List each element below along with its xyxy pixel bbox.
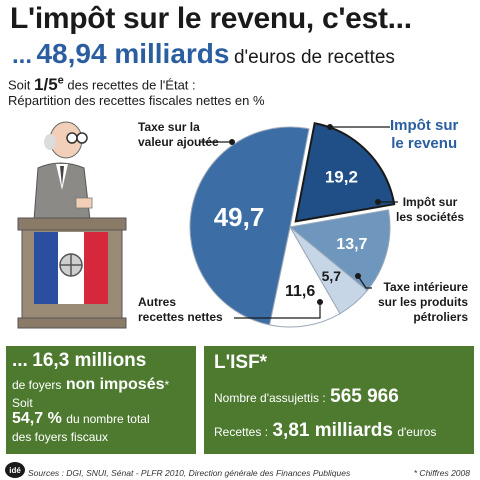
label-is: Impôt sur les sociétés bbox=[396, 195, 464, 225]
headline-prefix: ... bbox=[12, 42, 33, 69]
pie-values: 19,2 13,7 5,7 11,6 49,7 bbox=[214, 168, 368, 300]
ide-logo-bg bbox=[5, 462, 25, 478]
non-taxed-star: * bbox=[164, 378, 170, 392]
label-ir-line2: le revenu bbox=[391, 135, 458, 152]
taxpayer-hand bbox=[75, 197, 93, 209]
pie-value-2: 5,7 bbox=[322, 268, 342, 284]
flag-blue-band bbox=[34, 232, 58, 304]
ide-logo: idé bbox=[5, 462, 25, 478]
non-taxed-box: ... 16,3 millions de foyers non imposés*… bbox=[6, 346, 196, 454]
label-tipp-line1: Taxe intérieure bbox=[383, 280, 468, 294]
share-fraction-num: 1/5 bbox=[34, 74, 58, 94]
leader-dot-tipp bbox=[355, 273, 361, 279]
label-is-line2: les sociétés bbox=[396, 210, 465, 224]
leader-autres bbox=[234, 302, 321, 319]
label-tva-line1: Taxe sur la bbox=[138, 120, 200, 134]
ide-logo-text: idé bbox=[9, 466, 21, 475]
label-tipp-line3: pétroliers bbox=[413, 310, 468, 324]
taxpayer-hair bbox=[44, 134, 56, 150]
share-line: Soit 1/5e des recettes de l'État : bbox=[8, 74, 196, 95]
non-taxed-line2: de foyers non imposés* bbox=[12, 376, 169, 394]
isf-recettes-unit: d'euros bbox=[397, 425, 437, 439]
pie-value-1: 13,7 bbox=[336, 236, 367, 253]
isf-recettes: Recettes : 3,81 milliards d'euros bbox=[214, 420, 436, 442]
isf-assujettis-value: 565 966 bbox=[330, 386, 399, 407]
non-taxed-line4a: du nombre total bbox=[66, 412, 150, 426]
share-suffix: des recettes de l'État : bbox=[67, 77, 196, 93]
source-text: Sources : DGI, SNUI, Sénat - PLFR 2010, … bbox=[28, 468, 351, 478]
isf-assujettis: Nombre d'assujettis : 565 966 bbox=[214, 386, 399, 408]
share-prefix: Soit bbox=[8, 77, 31, 93]
headline-suffix: d'euros de recettes bbox=[233, 47, 395, 68]
isf-box: L'ISF* Nombre d'assujettis : 565 966 Rec… bbox=[204, 346, 474, 454]
non-taxed-line3: Soit bbox=[12, 396, 33, 410]
page-title: L'impôt sur le revenu, c'est... bbox=[10, 2, 412, 35]
non-taxed-line4: 54,7 % du nombre total bbox=[12, 410, 150, 428]
non-taxed-count: 16,3 millions bbox=[32, 350, 147, 371]
label-autres-line2: recettes nettes bbox=[138, 310, 223, 324]
isf-recettes-label: Recettes : bbox=[214, 425, 269, 439]
non-taxed-line2a: de foyers bbox=[12, 378, 62, 392]
taxpayer-illustration bbox=[17, 121, 127, 329]
glasses-icon-right bbox=[76, 132, 88, 144]
isf-recettes-value: 3,81 milliards bbox=[272, 420, 393, 441]
leader-dot-tva bbox=[229, 139, 235, 145]
non-taxed-prefix: ... bbox=[12, 350, 28, 371]
non-taxed-line2b: non imposés bbox=[65, 376, 165, 393]
non-taxed-line5: des foyers fiscaux bbox=[12, 430, 109, 444]
label-ir-line1: Impôt sur bbox=[390, 117, 459, 134]
pie-slice-0 bbox=[294, 122, 396, 223]
headline-amount: 48,94 milliards bbox=[36, 38, 230, 69]
pie-value-4: 49,7 bbox=[214, 202, 265, 232]
revenue-headline: ... 48,94 milliards d'euros de recettes bbox=[12, 38, 395, 70]
leader-dot-autres bbox=[317, 299, 323, 305]
chart-subtitle: Répartition des recettes fiscales nettes… bbox=[8, 93, 265, 108]
flag-red-band bbox=[84, 232, 108, 304]
share-fraction: 1/5e bbox=[34, 74, 64, 94]
label-autres: Autres recettes nettes bbox=[138, 295, 223, 325]
non-taxed-line1: ... 16,3 millions bbox=[12, 350, 146, 372]
label-tva-line2: valeur ajoutée bbox=[138, 135, 219, 149]
share-fraction-sup: e bbox=[57, 74, 64, 86]
label-tipp: Taxe intérieure sur les produits pétroli… bbox=[372, 280, 468, 325]
pie-slice-4 bbox=[189, 126, 310, 326]
leader-dot-ir bbox=[327, 124, 333, 130]
label-ir: Impôt sur le revenu bbox=[390, 117, 458, 153]
label-tva: Taxe sur la valeur ajoutée bbox=[138, 120, 219, 150]
isf-assujettis-label: Nombre d'assujettis : bbox=[214, 391, 326, 405]
non-taxed-pct: 54,7 % bbox=[12, 410, 62, 427]
pie-value-0: 19,2 bbox=[325, 168, 358, 187]
ballot-box-base bbox=[17, 317, 127, 329]
leader-tipp bbox=[357, 275, 372, 289]
label-tipp-line2: sur les produits bbox=[377, 295, 468, 309]
pie-value-3: 11,6 bbox=[285, 283, 315, 300]
taxpayer-tie bbox=[60, 166, 64, 186]
label-autres-line1: Autres bbox=[138, 295, 177, 309]
label-is-line1: Impôt sur bbox=[402, 195, 458, 209]
footnote: * Chiffres 2008 bbox=[413, 468, 470, 478]
leader-dot-is bbox=[375, 199, 381, 205]
isf-title: L'ISF* bbox=[214, 352, 268, 373]
